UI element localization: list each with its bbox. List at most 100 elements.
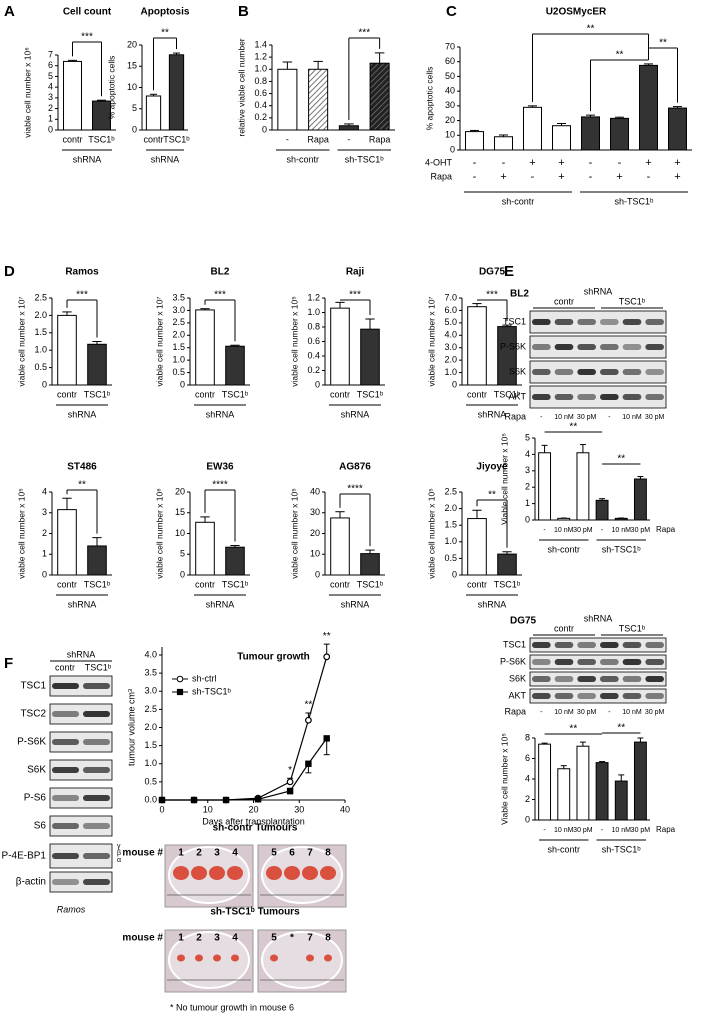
y-tick-label: 0: [48, 124, 53, 134]
mouse-number: 6: [289, 848, 295, 859]
row-label: Rapa: [430, 171, 452, 181]
y-tick-label: 1.5: [172, 342, 185, 352]
y-tick-label: 1.5: [34, 327, 47, 337]
legend-marker: [176, 688, 184, 696]
bar: [581, 116, 600, 151]
error-bar: [149, 93, 158, 96]
bar: [195, 309, 215, 386]
blot-header: shRNA: [584, 286, 613, 296]
treatment: -: [540, 709, 543, 716]
blot-band: [554, 344, 574, 350]
y-tick-label: 0: [42, 569, 47, 579]
blot-band: [600, 344, 619, 350]
bar: [63, 60, 82, 131]
blot-band: [532, 369, 551, 375]
y-tick-label: 3.0: [172, 305, 185, 315]
blot-band: [600, 676, 619, 682]
blot-frame: [529, 688, 667, 704]
panel-label: D: [4, 263, 15, 280]
blot-band: [577, 693, 596, 699]
y-tick-label: 0.6: [307, 336, 320, 346]
condition-sign: +: [616, 171, 622, 183]
error-bar: [92, 537, 102, 546]
bar: [87, 343, 107, 386]
blot-row-label: P-4E-BP1: [2, 851, 47, 862]
mouse-number: 7: [307, 848, 313, 859]
blot-band: [622, 344, 642, 350]
marker: [222, 796, 230, 804]
significance-label: ***: [349, 290, 361, 301]
error-bar: [637, 476, 644, 479]
blot-band: [577, 394, 596, 400]
blot-row-label: P-S6K: [500, 656, 526, 666]
error-bar: [68, 59, 77, 62]
bar: [668, 107, 687, 151]
significance-label: ***: [486, 290, 498, 301]
group-label: shRNA: [206, 599, 235, 609]
error-bar: [541, 444, 548, 453]
y-axis-label: Viable cell number x 10⁵: [499, 433, 509, 525]
y-tick-label: 1: [42, 549, 47, 559]
y-tick-label: 0: [315, 569, 320, 579]
x-tick-label: contr: [467, 579, 487, 589]
y-tick-label: 4.0: [444, 330, 457, 340]
chart-title: Tumour growth: [237, 652, 310, 663]
error-bar: [599, 761, 606, 763]
error-bar: [615, 116, 624, 119]
y-tick-label: 2.0: [34, 310, 47, 320]
treatment: 30 pM: [645, 709, 665, 716]
tumour: [270, 954, 278, 962]
error-bar: [335, 301, 345, 309]
error-bar: [499, 134, 508, 137]
blot-band: [645, 369, 664, 375]
y-tick-label: 1: [48, 114, 53, 124]
mouse-number: 3: [214, 933, 220, 944]
bar: [557, 517, 571, 521]
condition-sign: -: [618, 157, 622, 169]
bar: [57, 509, 77, 576]
blot-band: [554, 659, 574, 665]
error-bar: [579, 444, 586, 453]
blot-row-label: P-S6K: [500, 341, 526, 351]
y-tick-label: 50: [445, 71, 455, 81]
y-tick-label: 60: [445, 56, 455, 66]
blot-row-label: TSC1: [503, 316, 526, 326]
tumour: [213, 954, 221, 962]
bar: [557, 768, 571, 821]
blot-band: [52, 767, 79, 773]
marker: [305, 716, 312, 724]
x-tick-label: contr: [57, 579, 77, 589]
tumour: [306, 954, 314, 962]
y-tick-label: 0: [42, 379, 47, 389]
tumour: [209, 866, 225, 880]
significance-label: ***: [214, 290, 226, 301]
x-tick-label: TSC1ᵇ: [357, 579, 384, 589]
marker: [190, 796, 198, 804]
bar: [465, 131, 484, 151]
photo-prefix: mouse #: [122, 848, 163, 859]
y-tick-label: 0.5: [144, 776, 157, 786]
condition-sign: +: [674, 171, 680, 183]
y-tick-label: 30: [445, 100, 455, 110]
error-bar: [365, 318, 375, 330]
blot-band: [83, 795, 110, 801]
error-bar: [586, 114, 595, 117]
bar: [576, 745, 590, 821]
x-tick-label: 30 pM: [573, 827, 593, 834]
significance-label: **: [617, 454, 625, 465]
error-bar: [637, 737, 644, 743]
condition-sign: +: [645, 157, 651, 169]
group-label: shRNA: [151, 154, 180, 164]
x-tick-label: contr: [195, 579, 215, 589]
group-label: shRNA: [341, 599, 370, 609]
y-tick-label: 0: [525, 814, 530, 824]
y-tick-label: 20: [310, 528, 320, 538]
blot-title: BL2: [510, 289, 529, 300]
condition-sign: +: [500, 171, 506, 183]
mouse-number: 2: [196, 848, 202, 859]
x-tick-label: -: [601, 527, 604, 534]
bar: [308, 68, 329, 131]
y-tick-label: 3: [42, 507, 47, 517]
error-bar: [644, 63, 653, 66]
bar: [633, 478, 647, 521]
